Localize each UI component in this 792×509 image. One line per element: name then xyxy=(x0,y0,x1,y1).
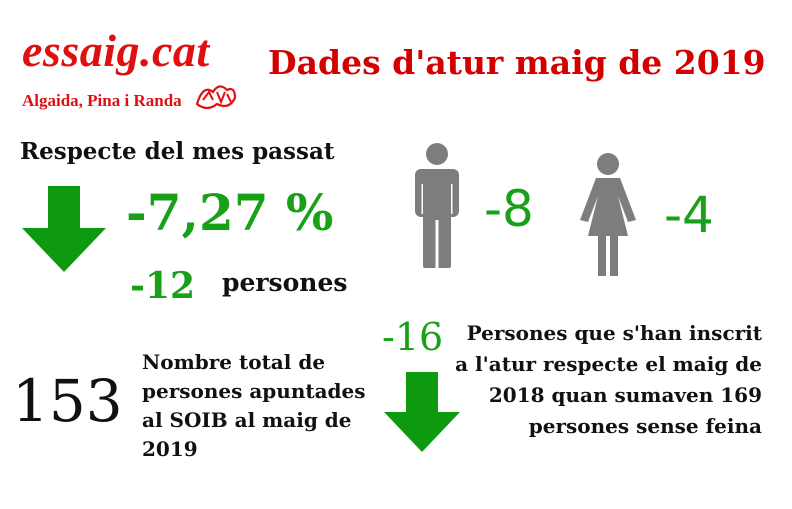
down-arrow-icon xyxy=(22,186,106,272)
brand-subtitle: Algaida, Pina i Randa xyxy=(22,91,182,110)
brand-name: essaig.cat xyxy=(22,25,210,76)
total-count: 153 xyxy=(12,367,123,435)
percent-change: -7,27 % xyxy=(126,183,334,242)
page-title: Dades d'atur maig de 2019 xyxy=(268,43,766,82)
women-change: -4 xyxy=(664,186,714,244)
count-unit: persones xyxy=(222,268,348,297)
down-arrow-icon-small xyxy=(384,372,460,452)
men-change: -8 xyxy=(484,180,534,238)
brand-logo-icon xyxy=(193,80,239,112)
total-description: Nombre total de persones apuntades al SO… xyxy=(142,350,366,461)
man-icon xyxy=(413,142,461,270)
count-change: -12 xyxy=(130,265,196,307)
woman-icon xyxy=(580,152,636,276)
monthly-heading: Respecte del mes passat xyxy=(20,138,335,165)
year-change: -16 xyxy=(382,315,444,359)
year-description: Persones que s'han inscrit a l'atur resp… xyxy=(455,321,762,438)
